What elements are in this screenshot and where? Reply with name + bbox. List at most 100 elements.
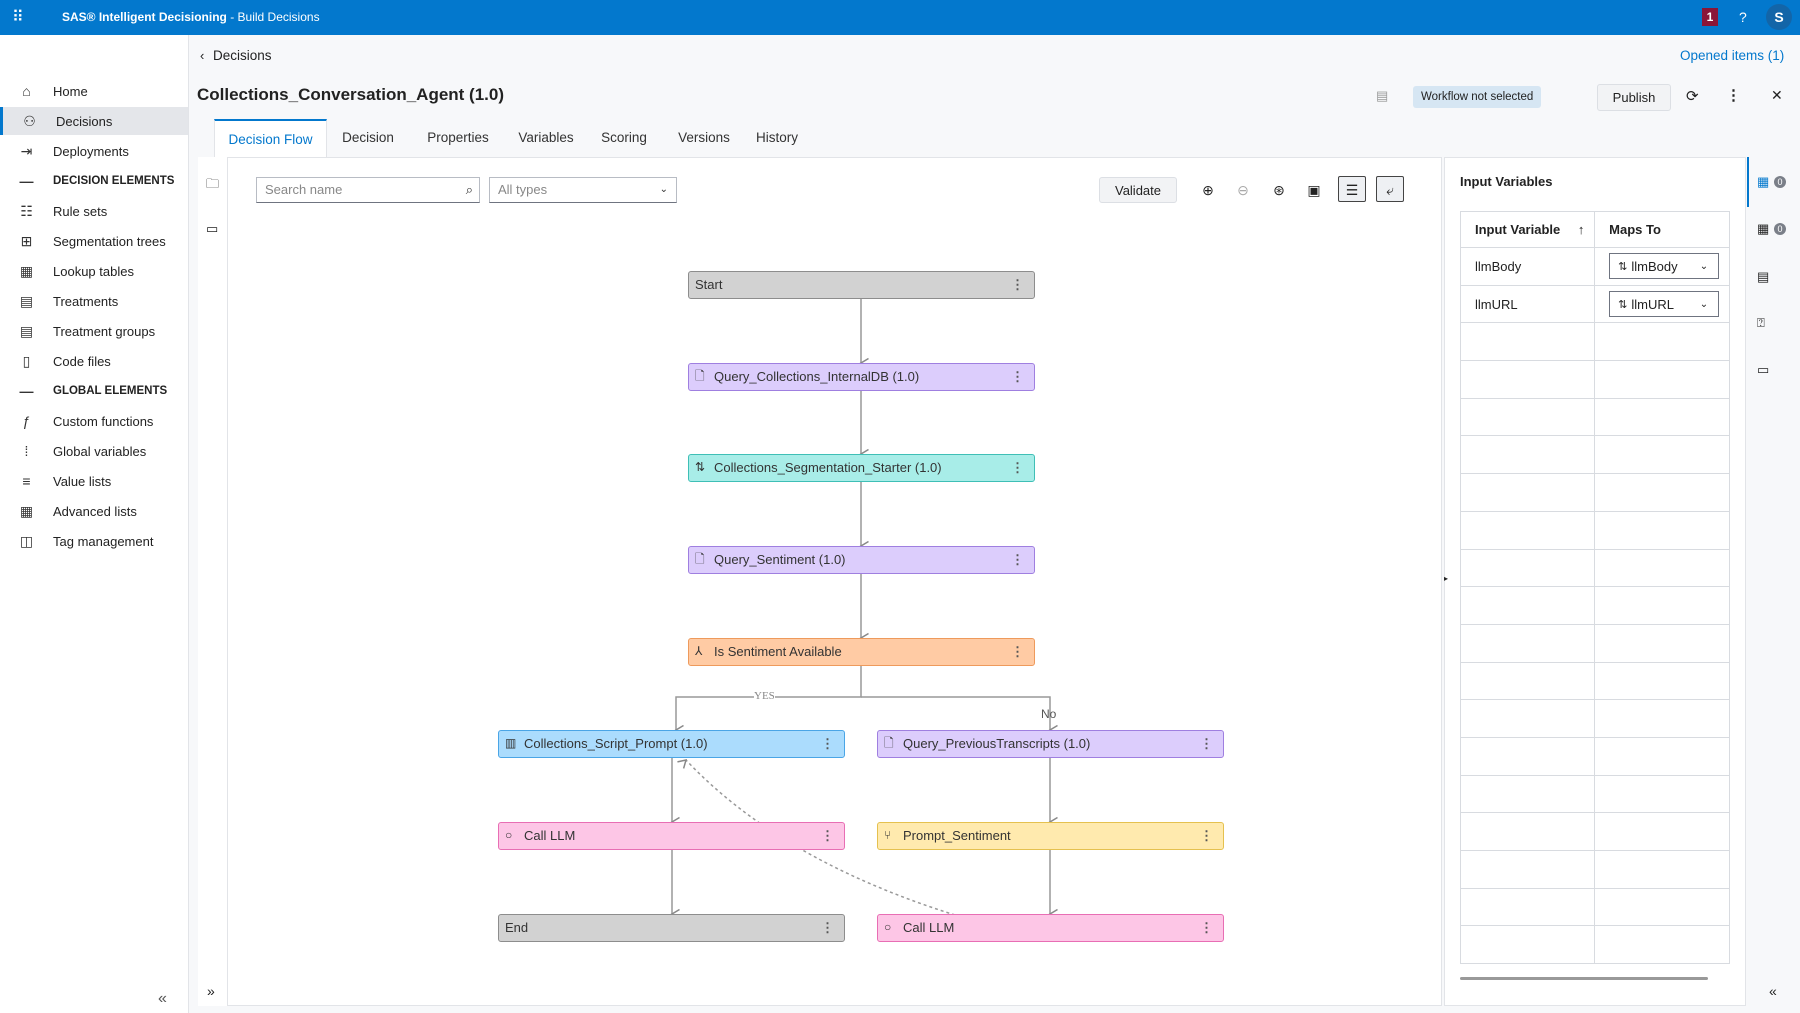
node-label: Collections_Segmentation_Starter (1.0): [714, 460, 942, 475]
node-menu-icon[interactable]: ⋮: [1200, 828, 1213, 843]
sidebar-item-treatments[interactable]: ▤ Treatments: [0, 287, 188, 315]
flow-node[interactable]: ○ Call LLM ⋮: [877, 914, 1224, 942]
help-icon[interactable]: ?: [1739, 9, 1747, 25]
empty-row: [1459, 699, 1730, 738]
input-variables-icon[interactable]: ▦: [1757, 174, 1770, 189]
node-menu-icon[interactable]: ⋮: [821, 736, 834, 751]
node-menu-icon[interactable]: ⋮: [1200, 920, 1213, 935]
sidebar-item-code-files[interactable]: ▯ Code files: [0, 347, 188, 375]
flow-node[interactable]: ▥ Collections_Script_Prompt (1.0) ⋮: [498, 730, 845, 758]
sidebar-item-advanced-lists[interactable]: ▦ Advanced lists: [0, 497, 188, 525]
table-row: llmBody ⇅ llmBody ⌄: [1459, 247, 1730, 286]
node-menu-icon[interactable]: ⋮: [1011, 552, 1024, 567]
sidebar-item-label: Rule sets: [53, 203, 108, 219]
sidebar-item-tag-management[interactable]: ◫ Tag management: [0, 527, 188, 555]
node-menu-icon[interactable]: ⋮: [1011, 644, 1024, 659]
refresh-icon[interactable]: ⟳: [1686, 88, 1699, 105]
flow-layout-icon[interactable]: ☰: [1338, 176, 1366, 202]
tab-history[interactable]: History: [755, 130, 798, 145]
flow-node[interactable]: 🗋 Query_Collections_InternalDB (1.0) ⋮: [688, 363, 1035, 391]
close-icon[interactable]: ✕: [1771, 87, 1783, 103]
column-header-input-variable[interactable]: Input Variable ↑: [1459, 211, 1596, 248]
flow-node[interactable]: ⇅ Collections_Segmentation_Starter (1.0) ⋮: [688, 454, 1035, 482]
node-menu-icon[interactable]: ⋮: [1011, 277, 1024, 292]
output-variables-icon[interactable]: ▦: [1757, 221, 1770, 236]
sidebar-item-deployments[interactable]: ⇥ Deployments: [0, 137, 188, 165]
flow-node[interactable]: ○ Call LLM ⋮: [498, 822, 845, 850]
sidebar-item-segmentation-trees[interactable]: ⊞ Segmentation trees: [0, 227, 188, 255]
flow-node[interactable]: End ⋮: [498, 914, 845, 942]
sidebar-item-label: Treatment groups: [53, 323, 156, 339]
node-menu-icon[interactable]: ⋮: [1011, 369, 1024, 384]
output-count: 0: [1774, 223, 1786, 235]
type-filter-value: All types: [498, 182, 548, 197]
sidebar-item-value-lists[interactable]: ≡ Value lists: [0, 467, 188, 495]
publish-button[interactable]: Publish: [1597, 84, 1671, 111]
circle-icon: ○: [884, 920, 892, 934]
sidebar-item-lookup-tables[interactable]: ▦ Lookup tables: [0, 257, 188, 285]
document-icon[interactable]: ▤: [1376, 88, 1389, 103]
zoom-fit-icon[interactable]: ⊛: [1273, 182, 1285, 198]
notification-badge[interactable]: 1: [1702, 8, 1718, 26]
type-filter-select[interactable]: All types ⌄: [489, 177, 677, 203]
breadcrumb[interactable]: Decisions: [213, 48, 272, 63]
empty-row: [1459, 661, 1730, 701]
column-header-maps-to[interactable]: Maps To: [1594, 211, 1730, 248]
sidebar-item-treatment-groups[interactable]: ▤ Treatment groups: [0, 317, 188, 345]
input-count: 0: [1774, 176, 1786, 188]
back-chevron-icon[interactable]: ‹: [200, 48, 205, 63]
empty-row: [1459, 473, 1730, 512]
tab-versions[interactable]: Versions: [678, 130, 730, 145]
chevron-down-icon: ⌄: [1699, 298, 1709, 310]
validate-button[interactable]: Validate: [1099, 177, 1177, 203]
tag-icon: ◫: [19, 532, 34, 549]
sidebar-item-label: Code files: [53, 353, 111, 369]
overview-icon[interactable]: ▭: [206, 221, 219, 236]
flow-node[interactable]: ⅄ Is Sentiment Available ⋮: [688, 638, 1035, 666]
properties-icon[interactable]: ▤: [1757, 269, 1770, 284]
flow-node[interactable]: 🗋 Query_Sentiment (1.0) ⋮: [688, 546, 1035, 574]
sidebar-item-rule-sets[interactable]: ☷ Rule sets: [0, 197, 188, 225]
tab-variables[interactable]: Variables: [518, 130, 574, 145]
comments-icon[interactable]: ▭: [1757, 362, 1770, 377]
horizontal-scrollbar[interactable]: [1460, 977, 1708, 980]
app-menu-icon[interactable]: ⠿: [12, 9, 24, 26]
variable-name: llmBody: [1459, 247, 1596, 286]
panel-resize-handle[interactable]: ▸: [1444, 574, 1449, 583]
tab-decision-flow[interactable]: Decision Flow: [214, 119, 327, 157]
segmentation-trees-icon: ⊞: [20, 232, 33, 249]
wrap-icon[interactable]: ⤶: [1376, 176, 1404, 202]
maps-to-select[interactable]: ⇅ llmBody ⌄: [1609, 253, 1720, 280]
sidebar-item-custom-functions[interactable]: ƒ Custom functions: [0, 407, 188, 435]
sidebar-item-decisions[interactable]: ⚇ Decisions: [0, 107, 188, 135]
objects-panel-icon[interactable]: 🗀: [206, 176, 220, 191]
search-input[interactable]: Search name ⌕: [256, 177, 480, 203]
expand-icon[interactable]: »: [207, 983, 215, 999]
zoom-out-icon[interactable]: ⊖: [1237, 182, 1249, 198]
flow-node[interactable]: ⑂ Prompt_Sentiment ⋮: [877, 822, 1224, 850]
sidebar-item-home[interactable]: ⌂ Home: [0, 77, 188, 105]
fit-to-screen-icon[interactable]: ▣: [1307, 182, 1321, 198]
alert-icon[interactable]: ⍰: [1757, 315, 1765, 330]
tab-scoring[interactable]: Scoring: [601, 130, 647, 145]
node-menu-icon[interactable]: ⋮: [1200, 736, 1213, 751]
node-menu-icon[interactable]: ⋮: [1011, 460, 1024, 475]
zoom-in-icon[interactable]: ⊕: [1202, 182, 1214, 198]
node-menu-icon[interactable]: ⋮: [821, 920, 834, 935]
node-menu-icon[interactable]: ⋮: [821, 828, 834, 843]
avatar[interactable]: S: [1766, 4, 1792, 30]
custom-functions-icon: ƒ: [22, 413, 31, 429]
flow-node[interactable]: 🗋 Query_PreviousTranscripts (1.0) ⋮: [877, 730, 1224, 758]
collapse-sidebar-icon[interactable]: «: [158, 990, 167, 1007]
node-label: Query_Sentiment (1.0): [714, 552, 846, 567]
tab-decision[interactable]: Decision: [342, 130, 394, 145]
maps-to-select[interactable]: ⇅ llmURL ⌄: [1609, 291, 1720, 318]
collapse-panel-icon[interactable]: «: [1769, 983, 1777, 999]
opened-items-link[interactable]: Opened items (1): [1680, 48, 1785, 63]
sidebar-item-global-variables[interactable]: ⁞ Global variables: [0, 437, 188, 465]
sort-ascending-icon[interactable]: ↑: [1577, 222, 1585, 237]
empty-row: [1459, 548, 1730, 588]
more-options-icon[interactable]: ⋮: [1726, 87, 1741, 104]
tab-properties[interactable]: Properties: [427, 130, 489, 145]
flow-node[interactable]: Start ⋮: [688, 271, 1035, 299]
